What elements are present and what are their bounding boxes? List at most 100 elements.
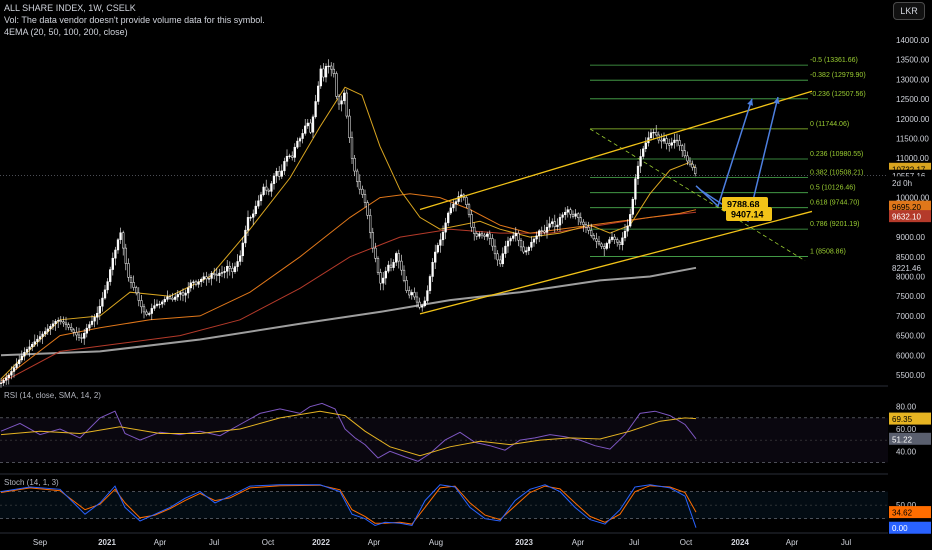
- fib-level-label: -0.5 (13361.66): [810, 57, 858, 64]
- ema-legend[interactable]: 4EMA (20, 50, 100, 200, close): [4, 27, 128, 37]
- candle: [249, 215, 252, 222]
- candle: [90, 315, 94, 327]
- candle-body: [457, 196, 460, 202]
- candle-body: [366, 202, 369, 216]
- fib-level-label: 0 (11744.06): [810, 121, 849, 128]
- x-tick-label: Apr: [572, 538, 585, 547]
- candle-body: [70, 327, 73, 331]
- stoch-legend[interactable]: Stoch (14, 1, 3): [4, 478, 59, 487]
- candle: [558, 213, 562, 232]
- candle: [571, 210, 575, 219]
- candle-body: [673, 139, 676, 143]
- price-callout-bg: [726, 207, 772, 222]
- candle: [265, 179, 268, 195]
- candle-body: [467, 204, 471, 215]
- candle: [5, 373, 8, 385]
- stoch-d-line: [0, 484, 697, 525]
- candle-body: [532, 238, 536, 243]
- candle-body: [241, 242, 244, 257]
- rsi-y-tick: 40.00: [896, 447, 917, 456]
- candle-body: [478, 233, 481, 237]
- candle-body: [109, 269, 112, 282]
- candle: [512, 231, 515, 242]
- x-tick-label: Apr: [786, 538, 799, 547]
- candle: [480, 231, 484, 239]
- candle-body: [322, 68, 325, 78]
- candle: [431, 258, 434, 283]
- candle: [319, 65, 322, 89]
- candle-body: [153, 305, 156, 309]
- candle: [33, 334, 36, 347]
- candle-body: [345, 92, 348, 117]
- candle-body: [265, 186, 268, 191]
- candle-body: [639, 156, 642, 167]
- candle-body: [356, 170, 359, 182]
- candle-body: [361, 188, 364, 195]
- y-tick-label: 11500.00: [896, 135, 929, 144]
- candle-body: [184, 292, 187, 296]
- candle: [246, 210, 250, 237]
- x-tick-label: 2023: [515, 538, 533, 547]
- candle-body: [80, 337, 83, 339]
- candle-body: [431, 262, 434, 277]
- candle-body: [387, 264, 390, 272]
- fib-level-label: 0.618 (9744.70): [810, 200, 859, 207]
- candle-body: [652, 131, 655, 134]
- currency-button[interactable]: LKR: [893, 2, 925, 20]
- candle-body: [5, 377, 8, 381]
- candle-body: [145, 311, 148, 315]
- candle: [473, 222, 476, 241]
- candle-body: [218, 272, 221, 276]
- candle-body: [223, 271, 226, 273]
- x-tick-label: Oct: [680, 538, 693, 547]
- y-tick-label: 6000.00: [896, 351, 925, 360]
- volume-note: Vol: The data vendor doesn't provide vol…: [4, 15, 265, 25]
- candle: [304, 119, 307, 136]
- candle: [655, 125, 658, 137]
- candle: [280, 164, 283, 179]
- candle: [231, 262, 234, 279]
- candle: [675, 133, 679, 147]
- candle: [374, 242, 377, 263]
- candle-body: [288, 155, 291, 157]
- candle: [392, 259, 395, 271]
- candle-body: [600, 243, 603, 247]
- candle: [85, 323, 88, 338]
- channel-line: [419, 210, 813, 315]
- candle-body: [434, 251, 437, 263]
- candle: [215, 267, 218, 282]
- candle-body: [369, 215, 372, 233]
- candle: [415, 291, 419, 308]
- candle-body: [618, 241, 621, 245]
- x-tick-label: Aug: [429, 538, 443, 547]
- candle: [564, 207, 567, 220]
- candle-body: [382, 277, 385, 284]
- candle-body: [465, 197, 468, 205]
- candle-body: [174, 296, 177, 300]
- candle: [348, 109, 351, 143]
- rsi-legend[interactable]: RSI (14, close, SMA, 14, 2): [4, 391, 101, 400]
- candle: [519, 238, 523, 252]
- candle-body: [553, 221, 556, 228]
- candle-body: [569, 209, 572, 215]
- candle-body: [397, 253, 400, 262]
- candle-body: [473, 226, 476, 234]
- candle: [127, 258, 130, 282]
- candle-body: [665, 138, 668, 144]
- candle: [535, 231, 538, 244]
- candle-body: [400, 260, 403, 271]
- candle: [621, 232, 624, 251]
- candle-body: [106, 281, 109, 291]
- candle-body: [231, 267, 234, 272]
- rsi-value-label: 51.22: [889, 432, 931, 445]
- candle-body: [579, 217, 582, 223]
- candle: [629, 208, 632, 228]
- candle-body: [46, 328, 49, 332]
- candle-body: [254, 205, 257, 215]
- candle-body: [96, 312, 99, 318]
- candle-body: [538, 230, 541, 237]
- candle: [174, 293, 177, 302]
- candle: [532, 237, 536, 247]
- fib-level-label: -0.382 (12979.90): [810, 72, 866, 79]
